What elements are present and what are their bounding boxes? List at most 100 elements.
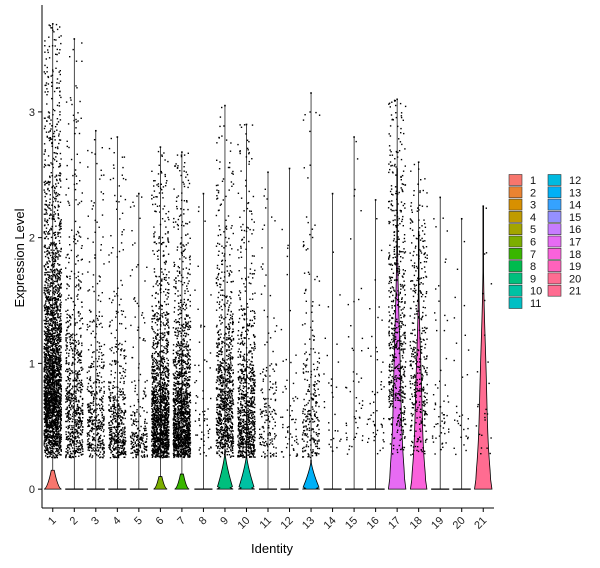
x-tick-label: 7 bbox=[175, 515, 188, 528]
max-point-18 bbox=[417, 161, 420, 163]
legend-swatch bbox=[508, 174, 523, 186]
legend-item-6: 6 bbox=[508, 235, 536, 249]
legend-swatch bbox=[547, 272, 562, 285]
max-point-3 bbox=[95, 129, 97, 132]
legend-swatch bbox=[508, 186, 523, 199]
legend-swatch bbox=[547, 198, 562, 211]
points-1 bbox=[43, 23, 63, 459]
legend-label: 7 bbox=[530, 249, 536, 261]
max-point-17 bbox=[396, 98, 398, 101]
max-point-16 bbox=[374, 199, 377, 201]
violin-10 bbox=[238, 453, 255, 490]
legend-item-13: 13 bbox=[547, 186, 581, 199]
max-point-15 bbox=[353, 136, 355, 138]
legend-item-9: 9 bbox=[508, 272, 536, 285]
legend-item-7: 7 bbox=[508, 248, 536, 261]
legend-label: 8 bbox=[530, 261, 536, 273]
legend-item-14: 14 bbox=[547, 198, 581, 212]
legend-label: 14 bbox=[569, 200, 581, 212]
legend-label: 9 bbox=[530, 273, 536, 285]
legend-swatch bbox=[508, 235, 523, 248]
x-tick-label: 14 bbox=[322, 515, 339, 532]
legend-swatch bbox=[508, 248, 523, 260]
y-tick-label: 0 bbox=[29, 484, 35, 496]
legend-swatch bbox=[508, 272, 523, 285]
legend-item-4: 4 bbox=[508, 211, 536, 224]
y-ticks: 0 1 2 3 bbox=[29, 107, 42, 496]
legend-item-15: 15 bbox=[547, 211, 581, 224]
legend-swatch bbox=[547, 223, 562, 235]
points-2 bbox=[65, 38, 84, 459]
legend-swatch bbox=[547, 186, 562, 199]
points-16 bbox=[366, 199, 385, 455]
violin-21 bbox=[474, 205, 493, 490]
legend-swatch bbox=[547, 235, 562, 248]
legend-label: 21 bbox=[569, 286, 581, 298]
legend-swatch bbox=[547, 260, 562, 272]
points-9 bbox=[215, 104, 235, 458]
x-tick-label: 17 bbox=[386, 515, 403, 532]
legend-swatch bbox=[547, 248, 562, 260]
max-point-11 bbox=[267, 171, 269, 174]
max-point-1 bbox=[51, 23, 54, 25]
max-point-7 bbox=[181, 151, 183, 153]
points-17 bbox=[387, 98, 407, 455]
x-tick-label: 20 bbox=[451, 515, 468, 532]
legend-swatch bbox=[547, 284, 562, 297]
legend-swatch bbox=[508, 297, 523, 309]
legend-label: 12 bbox=[569, 175, 581, 187]
points-12 bbox=[280, 167, 299, 458]
x-tick-label: 8 bbox=[197, 515, 210, 528]
max-point-20 bbox=[460, 217, 463, 220]
legend-swatch bbox=[547, 174, 562, 186]
y-axis-title: Expression Level bbox=[12, 208, 27, 307]
x-tick-label: 11 bbox=[258, 515, 275, 532]
legend-item-16: 16 bbox=[547, 223, 581, 236]
legend-label: 11 bbox=[530, 298, 541, 310]
x-tick-label: 4 bbox=[111, 515, 124, 528]
max-point-13 bbox=[310, 92, 312, 94]
legend-label: 6 bbox=[530, 237, 536, 249]
legend-label: 10 bbox=[530, 286, 542, 298]
max-point-6 bbox=[159, 146, 162, 148]
x-tick-label: 15 bbox=[343, 515, 360, 532]
points-5 bbox=[129, 192, 148, 459]
legend-item-3: 3 bbox=[508, 198, 536, 212]
legend-swatch bbox=[508, 211, 523, 223]
legend-label: 18 bbox=[569, 249, 581, 261]
points-15 bbox=[345, 136, 364, 455]
x-tick-label: 12 bbox=[278, 515, 295, 532]
legend-item-12: 12 bbox=[547, 174, 581, 187]
max-point-9 bbox=[224, 104, 226, 107]
max-point-4 bbox=[116, 136, 119, 138]
legend-label: 16 bbox=[569, 224, 581, 236]
x-tick-label: 21 bbox=[472, 515, 489, 532]
x-tick-label: 2 bbox=[68, 515, 81, 528]
points-18 bbox=[409, 161, 428, 456]
legend-item-11: 11 bbox=[508, 297, 541, 310]
max-point-8 bbox=[202, 192, 205, 195]
legend-item-19: 19 bbox=[547, 260, 581, 273]
violin-1 bbox=[43, 469, 62, 490]
legend-label: 5 bbox=[530, 224, 536, 236]
max-point-10 bbox=[245, 123, 248, 126]
x-tick-label: 5 bbox=[132, 515, 145, 528]
legend-label: 15 bbox=[569, 212, 581, 224]
x-tick-label: 3 bbox=[89, 515, 102, 528]
x-tick-label: 19 bbox=[429, 515, 446, 532]
legend-swatch bbox=[508, 284, 523, 297]
points-4 bbox=[108, 136, 127, 459]
jitter-points-layer bbox=[43, 23, 493, 459]
x-tick-label: 18 bbox=[408, 515, 425, 532]
legend-item-2: 2 bbox=[508, 186, 536, 199]
legend-label: 1 bbox=[530, 175, 536, 187]
points-8 bbox=[194, 192, 212, 457]
legend-item-17: 17 bbox=[547, 235, 581, 249]
y-tick-label: 1 bbox=[29, 358, 35, 370]
max-point-5 bbox=[138, 192, 140, 195]
points-19 bbox=[431, 196, 450, 455]
legend-label: 17 bbox=[569, 237, 581, 249]
